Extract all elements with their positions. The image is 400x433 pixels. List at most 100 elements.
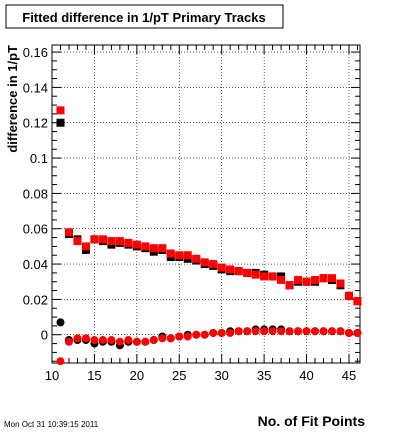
x-tick-label: 35 xyxy=(257,368,271,383)
data-point-square xyxy=(336,279,345,288)
y-tick-label: 0.08 xyxy=(23,186,48,201)
data-point-circle xyxy=(226,328,235,337)
tick-labels: 10 15 20 25 30 35 40 45 0 0.02 0.04 0.06 0.08 0.1 0.12… xyxy=(23,45,357,383)
timestamp-footer: Mon Oct 31 10:39:15 2011 xyxy=(4,420,99,429)
data-point-circle xyxy=(192,330,201,339)
data-point-circle xyxy=(243,327,252,336)
data-point-square xyxy=(166,249,175,258)
data-point-circle xyxy=(166,334,175,343)
data-point-circle xyxy=(234,327,243,336)
data-point-square xyxy=(73,237,82,246)
data-point-circle xyxy=(149,336,158,345)
data-point-circle xyxy=(344,328,353,337)
y-axis-title: difference in 1/pT xyxy=(5,45,20,153)
data-point-square xyxy=(311,275,320,284)
data-point-circle xyxy=(209,328,218,337)
data-point-square xyxy=(260,272,269,281)
data-point-square xyxy=(251,270,260,279)
x-tick-label: 20 xyxy=(130,368,144,383)
data-point-square xyxy=(98,235,107,244)
data-point-circle xyxy=(251,327,260,336)
data-point-circle xyxy=(132,337,141,346)
data-point-circle xyxy=(328,327,336,336)
data-point-circle xyxy=(158,334,167,343)
data-markers xyxy=(56,106,362,366)
x-axis-title: No. of Fit Points xyxy=(258,413,366,429)
data-point-circle xyxy=(319,327,328,336)
y-tick-label: 0.1 xyxy=(30,151,48,166)
data-point-square xyxy=(328,274,336,283)
plot-frame xyxy=(51,44,361,364)
x-tick-label: 15 xyxy=(87,368,101,383)
data-point-circle xyxy=(90,336,99,345)
data-point-square xyxy=(268,272,277,281)
y-tick-label: 0.02 xyxy=(23,292,48,307)
data-point-circle xyxy=(175,332,184,341)
data-point-square xyxy=(353,297,362,306)
data-point-circle xyxy=(98,336,107,345)
data-point-square xyxy=(175,251,184,260)
data-point-square xyxy=(115,237,124,246)
data-point-circle xyxy=(302,327,311,336)
x-tick-label: 40 xyxy=(299,368,313,383)
data-point-circle xyxy=(183,332,192,341)
x-tick-label: 30 xyxy=(214,368,228,383)
grid-lines xyxy=(52,45,360,363)
data-point-square xyxy=(192,254,201,263)
data-point-square xyxy=(285,281,294,290)
x-tick-label: 25 xyxy=(172,368,186,383)
data-point-square xyxy=(124,238,133,247)
title-box: Fitted difference in 1/pT Primary Tracks xyxy=(5,4,284,29)
data-point-circle xyxy=(217,328,226,337)
data-point-circle xyxy=(336,327,345,336)
y-tick-label: 0.06 xyxy=(23,222,48,237)
data-point-square xyxy=(56,118,65,127)
data-point-square xyxy=(90,235,99,244)
data-point-square xyxy=(294,275,303,284)
y-tick-label: 0.16 xyxy=(23,45,48,60)
data-point-circle xyxy=(200,330,209,339)
data-point-circle xyxy=(260,327,269,336)
data-point-circle xyxy=(141,337,150,346)
y-tick-label: 0.12 xyxy=(23,116,48,131)
data-point-circle xyxy=(56,357,65,366)
data-point-circle xyxy=(285,327,294,336)
data-point-square xyxy=(302,277,311,286)
data-point-square xyxy=(217,263,226,272)
data-point-square xyxy=(183,251,192,260)
data-point-square xyxy=(234,267,243,276)
data-point-circle xyxy=(56,318,65,327)
data-point-circle xyxy=(124,336,133,345)
data-point-square xyxy=(158,244,167,253)
data-point-square xyxy=(243,268,252,277)
data-point-square xyxy=(277,275,286,284)
y-tick-label: 0.04 xyxy=(23,257,48,272)
data-point-square xyxy=(344,291,353,300)
data-point-square xyxy=(107,237,116,246)
data-point-circle xyxy=(294,327,303,336)
y-tick-label: 0.14 xyxy=(23,80,48,95)
data-point-square xyxy=(226,265,235,274)
data-point-square xyxy=(56,106,65,115)
data-point-circle xyxy=(81,334,90,343)
data-point-square xyxy=(64,228,73,237)
data-point-square xyxy=(141,242,150,251)
data-point-circle xyxy=(277,327,286,336)
data-point-square xyxy=(200,258,209,267)
data-point-circle xyxy=(115,337,124,346)
y-tick-label: 0 xyxy=(41,328,48,343)
x-tick-label: 10 xyxy=(45,368,59,383)
data-point-square xyxy=(209,260,218,269)
data-point-circle xyxy=(73,334,82,343)
data-point-square xyxy=(132,240,141,249)
axis-ticks xyxy=(51,45,360,363)
data-point-square xyxy=(149,244,158,253)
data-point-circle xyxy=(311,327,320,336)
chart-title: Fitted difference in 1/pT Primary Tracks xyxy=(22,10,265,25)
data-point-square xyxy=(319,274,328,283)
data-point-circle xyxy=(107,336,116,345)
data-point-square xyxy=(81,242,90,251)
data-point-circle xyxy=(268,327,277,336)
x-tick-label: 45 xyxy=(342,368,356,383)
